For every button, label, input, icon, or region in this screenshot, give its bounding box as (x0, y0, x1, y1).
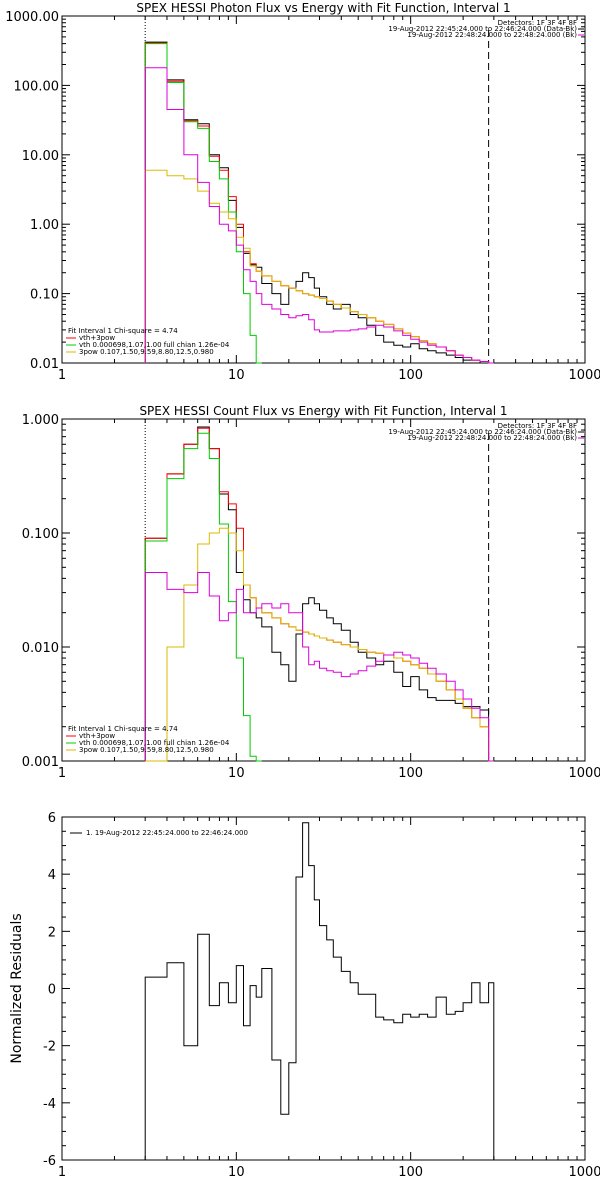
x-tick-label: 10 (228, 368, 245, 383)
x-tick-label: 1 (58, 766, 66, 781)
y-tick-label: 1000.00 (5, 10, 59, 25)
series-line-2 (144, 43, 262, 364)
series-line-2 (144, 432, 262, 762)
x-tick-label: 10 (228, 766, 245, 781)
series-line-0 (144, 822, 495, 1160)
x-tick-label: 100 (398, 766, 423, 781)
legend-label: Fit Interval 1 Chi-square = 4.74 (68, 725, 178, 733)
x-tick-label: 1000 (568, 1165, 600, 1180)
header-line: Detectors: 1F 3F 4F 8F (498, 422, 577, 430)
chart-title: SPEX HESSI Count Flux vs Energy with Fit… (139, 404, 507, 418)
y-tick-label: 0.001 (22, 755, 59, 770)
y-tick-label: 100.00 (14, 79, 60, 94)
legend-label: Fit Interval 1 Chi-square = 4.74 (68, 327, 178, 335)
legend-label: 3pow 0.107,1.50,9.59,8.80,12.5,0.980 (79, 348, 214, 356)
header-line: 19-Aug-2012 22:45:24.000 to 22:46:24.000… (388, 25, 577, 33)
x-tick-label: 1 (58, 1165, 66, 1180)
series-line-4 (144, 572, 494, 762)
legend-label: 3pow 0.107,1.50,9.59,8.80,12.5,0.980 (79, 746, 214, 754)
legend-label: vth+3pow (79, 334, 115, 342)
series-line-1 (144, 427, 494, 762)
series-line-3 (144, 169, 494, 364)
y-tick-label: 0.01 (30, 357, 59, 372)
legend-label: vth+3pow (79, 732, 115, 740)
x-tick-label: 10 (228, 1165, 245, 1180)
x-tick-label: 1 (58, 368, 66, 383)
legend-label: vth 0.000698,1.07,1.00 full chian 1.26e-… (79, 739, 230, 747)
series-line-4 (144, 67, 494, 364)
series-line-1 (144, 42, 494, 364)
y-tick-label: 1.000 (22, 413, 59, 428)
series-line-0 (144, 41, 494, 364)
header-line: 19-Aug-2012 22:45:24.000 to 22:46:24.000… (388, 428, 577, 436)
header-line: Detectors: 1F 3F 4F 8F (498, 19, 577, 27)
x-tick-label: 100 (398, 1165, 423, 1180)
y-axis-label: Normalized Residuals (9, 913, 25, 1063)
y-tick-label: 10.00 (22, 149, 59, 164)
header-line: 19-Aug-2012 22:48:24.000 to 22:48:24.000… (407, 434, 577, 442)
plot-frame (61, 418, 586, 762)
x-tick-label: 100 (398, 368, 423, 383)
legend-label: 1. 19-Aug-2012 22:45:24.000 to 22:46:24.… (86, 829, 248, 837)
y-tick-label: 6 (48, 811, 56, 826)
y-tick-label: -2 (43, 1040, 56, 1055)
y-tick-label: 0.010 (22, 641, 59, 656)
y-tick-label: 0 (48, 983, 56, 998)
y-tick-label: 2 (48, 925, 56, 940)
y-tick-label: -6 (43, 1154, 56, 1169)
legend-label: vth 0.000698,1.07,1.00 full chian 1.26e-… (79, 341, 230, 349)
y-tick-label: 4 (48, 868, 56, 883)
y-tick-label: 0.100 (22, 527, 59, 542)
series-line-0 (144, 426, 494, 762)
chart-title: SPEX HESSI Photon Flux vs Energy with Fi… (136, 1, 510, 15)
x-tick-label: 1000 (568, 368, 600, 383)
x-tick-label: 1000 (568, 766, 600, 781)
y-tick-label: 1.00 (30, 218, 59, 233)
plot-frame (61, 15, 586, 364)
y-tick-label: 0.10 (30, 288, 59, 303)
y-tick-label: -4 (43, 1097, 56, 1112)
plot-frame (61, 816, 586, 1161)
series-line-3 (145, 527, 494, 762)
header-line: 19-Aug-2012 22:48:24.000 to 22:48:24.000… (407, 31, 577, 39)
